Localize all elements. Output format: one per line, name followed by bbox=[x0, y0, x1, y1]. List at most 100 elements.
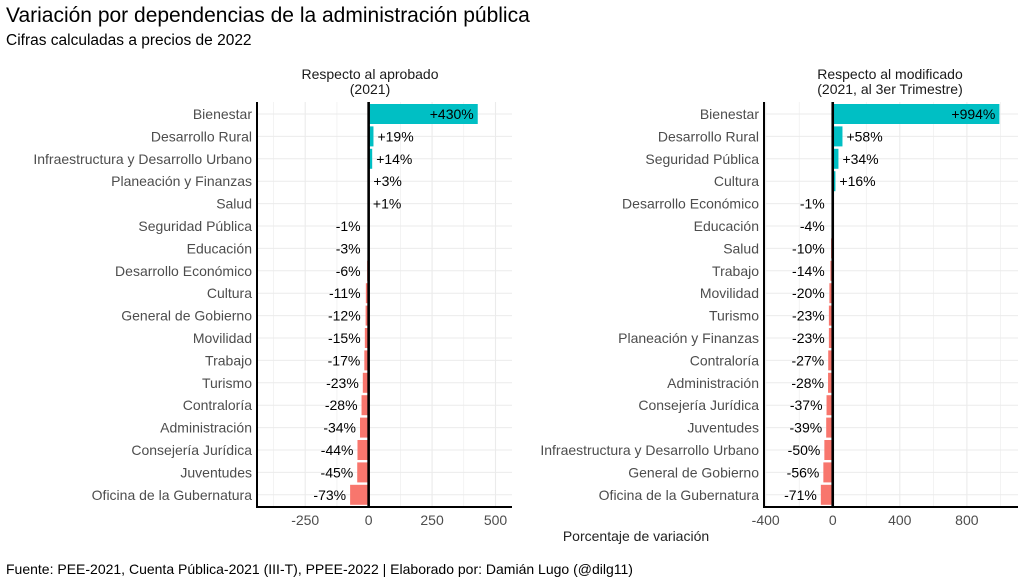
data-label: +994% bbox=[951, 106, 995, 122]
category-label: Desarrollo Económico bbox=[115, 263, 252, 279]
data-label: -20% bbox=[792, 285, 825, 301]
data-label: -56% bbox=[787, 464, 820, 480]
category-label: Trabajo bbox=[205, 352, 252, 368]
data-label: -10% bbox=[792, 240, 825, 256]
panel-title-line: Respecto al modificado bbox=[817, 66, 963, 82]
category-label: Seguridad Pública bbox=[138, 218, 252, 234]
bar bbox=[362, 372, 369, 393]
bar bbox=[364, 328, 369, 348]
bar bbox=[368, 126, 374, 147]
category-label: Consejería Jurídica bbox=[638, 397, 759, 413]
data-label: -28% bbox=[325, 397, 358, 413]
bar bbox=[832, 171, 836, 192]
data-label: -45% bbox=[321, 464, 354, 480]
bar bbox=[828, 305, 833, 326]
category-label: Turismo bbox=[709, 308, 759, 324]
x-tick-label: 0 bbox=[829, 512, 837, 528]
data-label: +19% bbox=[377, 128, 413, 144]
data-label: -27% bbox=[792, 352, 825, 368]
bar bbox=[365, 305, 369, 326]
data-label: -4% bbox=[800, 218, 825, 234]
category-label: Desarrollo Económico bbox=[622, 196, 759, 212]
category-label: Movilidad bbox=[193, 330, 252, 346]
data-label: -39% bbox=[790, 420, 823, 436]
bar bbox=[357, 440, 369, 460]
bar bbox=[832, 148, 839, 169]
data-label: -37% bbox=[790, 397, 823, 413]
chart-subtitle: Cifras calculadas a precios de 2022 bbox=[6, 32, 252, 49]
bar bbox=[360, 417, 369, 438]
data-label: -44% bbox=[321, 442, 354, 458]
data-label: +1% bbox=[373, 196, 401, 212]
bar bbox=[826, 395, 833, 416]
category-label: General de Gobierno bbox=[121, 308, 252, 324]
data-label: -28% bbox=[791, 375, 824, 391]
bar bbox=[832, 126, 843, 147]
category-label: Planeación y Finanzas bbox=[618, 330, 759, 346]
bar bbox=[826, 417, 833, 438]
panel-title-line: Respecto al aprobado bbox=[302, 66, 439, 82]
data-label: +16% bbox=[839, 173, 875, 189]
category-label: Bienestar bbox=[193, 106, 252, 122]
bar bbox=[364, 350, 369, 371]
category-label: Oficina de la Gubernatura bbox=[599, 487, 760, 503]
bar bbox=[368, 104, 478, 124]
data-label: -12% bbox=[328, 308, 361, 324]
data-label: -50% bbox=[788, 442, 821, 458]
panel-title-line: (2021, al 3er Trimestre) bbox=[817, 81, 963, 97]
bar bbox=[828, 372, 833, 393]
category-label: Salud bbox=[216, 196, 252, 212]
x-tick-label: 800 bbox=[955, 512, 979, 528]
category-label: Salud bbox=[723, 240, 759, 256]
category-label: Administración bbox=[667, 375, 759, 391]
category-label: Cultura bbox=[207, 285, 252, 301]
data-label: -6% bbox=[336, 263, 361, 279]
category-label: Seguridad Pública bbox=[645, 151, 759, 167]
data-label: +34% bbox=[842, 151, 878, 167]
category-label: Desarrollo Rural bbox=[151, 128, 252, 144]
category-label: Oficina de la Gubernatura bbox=[92, 487, 253, 503]
bar bbox=[828, 328, 833, 348]
category-label: Contraloría bbox=[183, 397, 252, 413]
category-label: Trabajo bbox=[712, 263, 759, 279]
x-tick-label: 500 bbox=[484, 512, 508, 528]
category-label: Juventudes bbox=[180, 464, 252, 480]
data-label: +58% bbox=[846, 128, 882, 144]
category-label: Planeación y Finanzas bbox=[111, 173, 252, 189]
x-tick-label: -250 bbox=[291, 512, 319, 528]
data-label: -23% bbox=[792, 330, 825, 346]
panel-title-line: (2021) bbox=[350, 81, 390, 97]
category-label: Administración bbox=[160, 420, 252, 436]
data-label: -17% bbox=[328, 352, 361, 368]
data-label: -3% bbox=[336, 240, 361, 256]
data-label: -34% bbox=[323, 420, 356, 436]
category-label: Contraloría bbox=[690, 352, 759, 368]
x-axis-label: Porcentaje de variación bbox=[562, 528, 710, 544]
data-label: -1% bbox=[336, 218, 361, 234]
x-tick-label: 400 bbox=[888, 512, 912, 528]
data-label: +430% bbox=[430, 106, 474, 122]
bar bbox=[824, 440, 833, 460]
data-label: -23% bbox=[326, 375, 359, 391]
data-label: -11% bbox=[329, 285, 361, 301]
category-label: Educación bbox=[187, 240, 252, 256]
bar bbox=[820, 484, 833, 505]
data-label: +3% bbox=[373, 173, 401, 189]
category-label: Consejería Jurídica bbox=[131, 442, 252, 458]
x-tick-label: -400 bbox=[752, 512, 780, 528]
bar bbox=[350, 484, 369, 505]
bar bbox=[832, 104, 1000, 124]
data-label: +14% bbox=[376, 151, 412, 167]
chart-caption: Fuente: PEE-2021, Cuenta Pública-2021 (I… bbox=[6, 561, 633, 577]
data-label: -14% bbox=[792, 263, 825, 279]
chart-title: Variación por dependencias de la adminis… bbox=[6, 4, 530, 27]
data-label: -23% bbox=[792, 308, 825, 324]
category-label: General de Gobierno bbox=[628, 464, 759, 480]
bar bbox=[368, 148, 373, 169]
category-label: Movilidad bbox=[700, 285, 759, 301]
category-label: Educación bbox=[694, 218, 759, 234]
category-label: Cultura bbox=[714, 173, 759, 189]
category-label: Desarrollo Rural bbox=[658, 128, 759, 144]
category-label: Juventudes bbox=[687, 420, 759, 436]
